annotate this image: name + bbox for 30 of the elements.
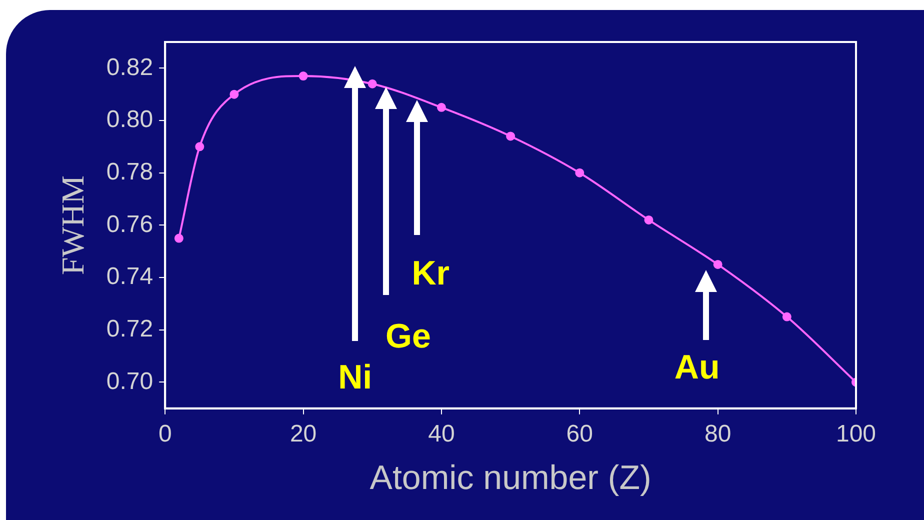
point [782,312,792,322]
annotation: Kr [412,254,450,294]
point [713,260,722,269]
point [644,215,654,224]
y-tick-label: 0.70 [106,368,154,395]
y-tick-label: 0.74 [106,263,154,290]
point [174,234,184,243]
annotation: Ge [386,318,431,357]
y-axis-title: FWHM [54,175,91,275]
point [195,142,204,152]
x-tick-label: 40 [428,420,455,448]
x-tick-label: 20 [290,420,317,448]
y-tick-label: 0.82 [106,54,154,81]
y-tick-label: 0.78 [106,158,154,186]
point [575,168,584,178]
y-tick-label: 0.72 [106,316,154,343]
x-axis-title: Atomic number (Z) [370,458,652,497]
x-tick-label: 80 [704,420,732,448]
point [298,72,308,81]
x-tick-label: 100 [836,420,876,448]
annotation: Au [674,348,720,388]
point [436,102,446,112]
point [230,90,239,99]
point [368,79,377,88]
y-tick-label: 0.80 [106,106,154,134]
annotation: Ni [338,358,372,398]
point [506,132,516,141]
x-tick-label: 0 [158,420,172,448]
y-tick-label: 0.76 [106,210,154,238]
x-tick-label: 60 [566,420,593,448]
